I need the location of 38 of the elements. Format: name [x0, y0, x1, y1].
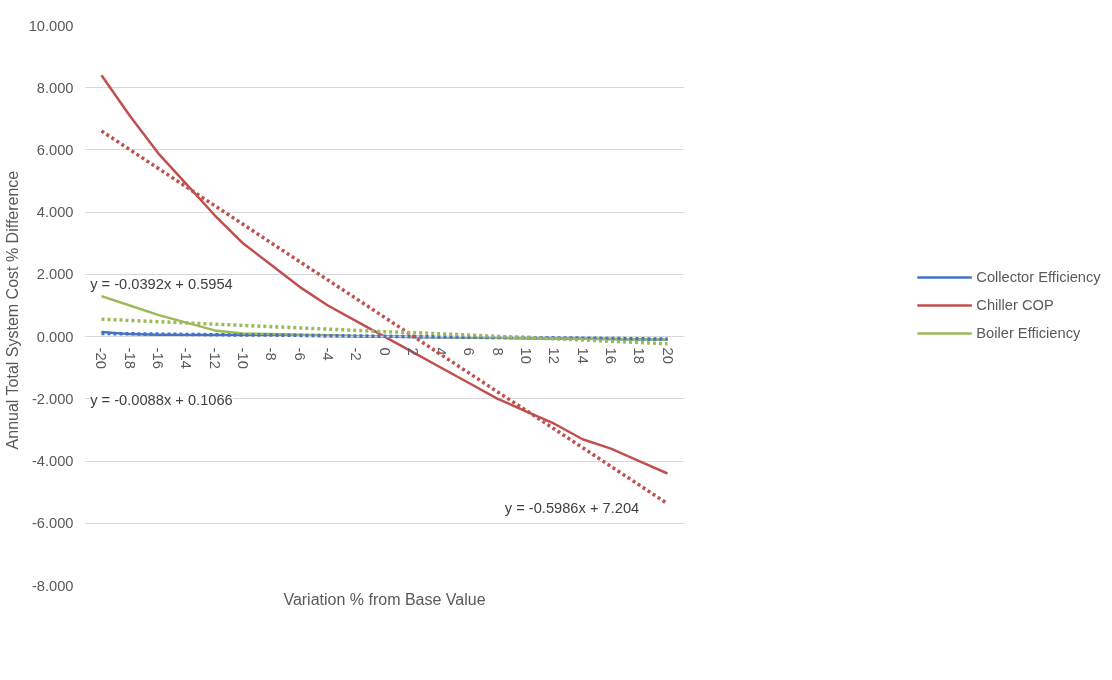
- x-tick-label: 0: [376, 347, 393, 356]
- y-tick-label: -2.000: [31, 390, 74, 407]
- y-tick-label: -4.000: [31, 453, 74, 470]
- x-tick-label: 16: [602, 347, 619, 364]
- legend-label: Collector Efficiency: [976, 269, 1101, 285]
- y-axis-title: Annual Total System Cost % Difference: [3, 170, 21, 450]
- x-tick-label: -4: [319, 347, 336, 361]
- x-tick-label: 10: [518, 347, 535, 364]
- x-tick-label: -8: [263, 347, 280, 361]
- y-tick-label: 2.000: [36, 266, 74, 283]
- y-tick-label: -8.000: [31, 577, 74, 594]
- y-tick-label: 10.000: [28, 17, 74, 34]
- legend-label: Chiller COP: [976, 297, 1054, 313]
- x-tick-label: 12: [546, 347, 563, 364]
- annotation: y = -0.0392x + 0.5954: [90, 275, 233, 292]
- x-tick-label: 14: [574, 347, 591, 364]
- x-tick-label: -10: [234, 347, 251, 369]
- x-tick-label: -6: [291, 347, 308, 361]
- x-tick-label: -2: [348, 347, 365, 361]
- x-tick-label: -16: [150, 347, 167, 369]
- y-tick-label: -6.000: [31, 515, 74, 532]
- y-tick-label: 6.000: [36, 141, 74, 158]
- y-tick-label: 4.000: [36, 204, 74, 221]
- x-tick-label: 18: [631, 347, 648, 364]
- legend-label: Boiler Efficiency: [976, 325, 1081, 341]
- x-tick-label: -12: [206, 347, 223, 369]
- x-tick-label: 8: [489, 347, 506, 356]
- x-tick-label: -20: [93, 347, 110, 369]
- x-tick-label: 20: [659, 347, 676, 364]
- annotation: y = -0.0088x + 0.1066: [90, 392, 233, 409]
- x-tick-label: -18: [121, 347, 138, 369]
- x-tick-label: 2: [404, 347, 421, 356]
- y-tick-label: 0.000: [36, 328, 74, 345]
- x-tick-label: -14: [178, 347, 195, 369]
- x-axis-title: Variation % from Base Value: [283, 590, 486, 608]
- annotation: y = -0.5986x + 7.204: [504, 499, 640, 516]
- y-tick-label: 8.000: [36, 79, 74, 96]
- x-tick-label: 6: [461, 347, 478, 356]
